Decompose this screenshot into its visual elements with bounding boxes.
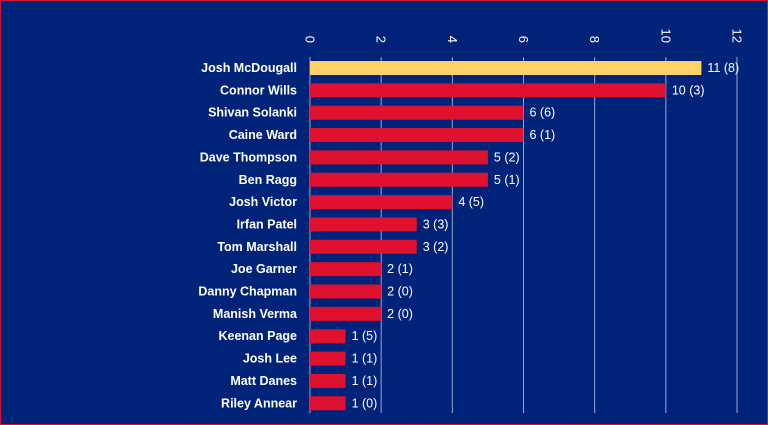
data-label: 10 (3) [672,83,705,97]
data-label: 6 (6) [530,106,556,120]
data-label: 1 (1) [352,352,378,366]
bar [310,373,346,388]
category-label: Josh Victor [229,195,297,209]
category-labels: Josh McDougall Connor Wills Shivan Solanki… [198,61,298,410]
data-label: 3 (2) [423,240,449,254]
category-label: Josh Lee [243,352,297,366]
data-label: 1 (0) [352,396,378,410]
data-label: 1 (1) [352,374,378,388]
category-label: Connor Wills [220,83,297,97]
bar [310,172,488,187]
bar [310,262,382,277]
data-label: 5 (2) [494,150,520,164]
bar [310,284,382,299]
category-label: Danny Chapman [198,285,297,299]
data-label: 5 (1) [494,173,520,187]
x-tick-label: 0 [303,36,318,43]
bar [310,128,524,143]
data-label: 2 (0) [387,285,413,299]
bar [310,105,524,120]
category-label: Tom Marshall [217,240,297,254]
x-axis-ticks: 0 2 4 6 8 10 12 [303,29,745,43]
bar [310,61,702,75]
bar [310,396,346,411]
category-label: Keenan Page [218,329,297,343]
category-label: Ben Ragg [239,173,297,187]
data-label: 2 (1) [387,262,413,276]
data-label: 4 (5) [458,195,484,209]
bar [310,217,417,232]
data-label: 11 (8) [707,61,739,75]
category-label: Shivan Solanki [208,106,297,120]
category-label: Irfan Patel [237,217,297,231]
x-tick-label: 8 [587,36,602,43]
x-tick-label: 10 [658,29,673,43]
x-tick-label: 12 [730,29,745,43]
bar [310,83,666,98]
data-label: 3 (3) [423,217,449,231]
data-label: 6 (1) [530,128,556,142]
category-label: Caine Ward [229,128,297,142]
category-label: Dave Thompson [200,150,297,164]
category-label: Joe Garner [231,262,297,276]
data-labels: 11 (8)10 (3) 6 (6) 6 (1) 5 (2) 5 (1) 4 (5) 3 (… [352,61,740,410]
bars [310,61,702,411]
x-tick-label: 6 [516,36,531,43]
bar [310,150,488,165]
category-label: Matt Danes [230,374,297,388]
x-tick-label: 2 [374,36,389,43]
bar [310,195,453,210]
category-label: Josh McDougall [201,61,297,75]
x-tick-label: 4 [445,36,460,43]
bar [310,329,346,344]
data-label: 1 (5) [352,329,378,343]
category-label: Manish Verma [213,307,298,321]
category-label: Riley Annear [221,396,297,410]
bar [310,239,417,254]
bar [310,351,346,366]
bar [310,306,382,321]
data-label: 2 (0) [387,307,413,321]
